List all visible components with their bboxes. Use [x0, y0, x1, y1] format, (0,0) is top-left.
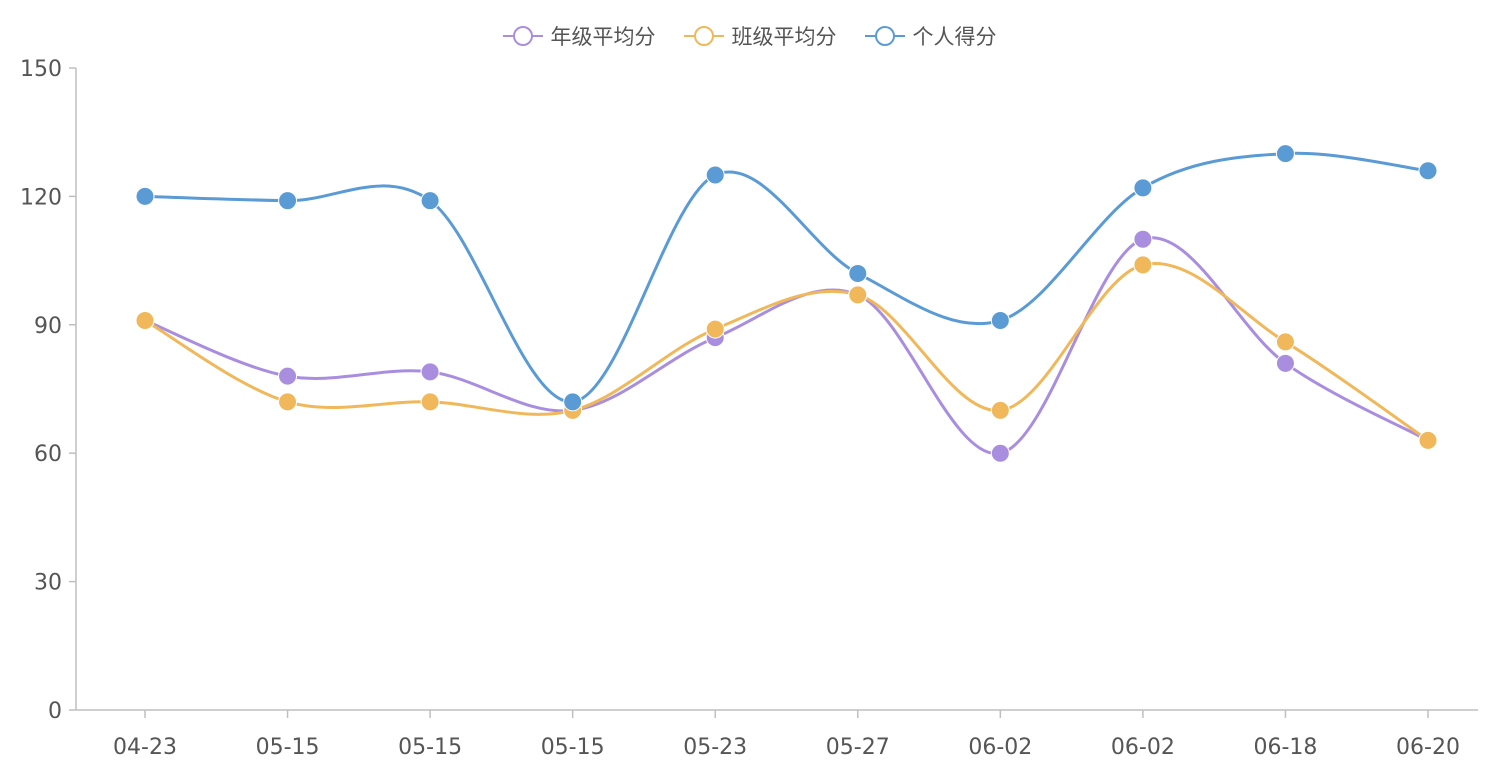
data-point-personal-score	[278, 191, 298, 211]
legend-marker-grade-average	[502, 26, 543, 46]
legend-marker-personal-score	[864, 26, 905, 46]
x-tick-label: 06-18	[1253, 735, 1317, 760]
data-point-grade-average	[1133, 229, 1153, 249]
data-point-class-average	[1418, 430, 1438, 450]
data-point-grade-average	[278, 366, 298, 386]
y-tick-label: 0	[48, 699, 62, 724]
data-point-personal-score	[135, 186, 155, 206]
data-point-class-average	[1133, 255, 1153, 275]
y-tick-label: 90	[34, 314, 62, 339]
y-tick-label: 60	[34, 442, 62, 467]
data-point-class-average	[278, 392, 298, 412]
series-line-grade-average	[143, 236, 1430, 455]
x-tick-label: 06-02	[1111, 735, 1175, 760]
series-line-class-average	[143, 261, 1430, 442]
legend-item-class-average: 班级平均分	[683, 21, 837, 51]
data-point-class-average	[420, 392, 440, 412]
legend-item-grade-average: 年级平均分	[502, 21, 656, 51]
data-point-personal-score	[990, 311, 1010, 331]
data-point-class-average	[705, 319, 725, 339]
x-tick-label: 05-27	[826, 735, 890, 760]
legend-item-personal-score: 个人得分	[864, 21, 997, 51]
data-point-personal-score	[1418, 161, 1438, 181]
x-tick-label: 05-23	[683, 735, 747, 760]
data-point-class-average	[1275, 332, 1295, 352]
legend-marker-class-average	[683, 26, 724, 46]
data-point-class-average	[135, 311, 155, 331]
legend-label-personal-score: 个人得分	[912, 25, 997, 49]
data-point-grade-average	[990, 443, 1010, 463]
y-tick-label: 150	[20, 57, 62, 82]
series-points	[135, 144, 1438, 463]
data-point-personal-score	[420, 191, 440, 211]
series-lines	[143, 151, 1430, 455]
data-point-grade-average	[420, 362, 440, 382]
data-point-personal-score	[1275, 144, 1295, 164]
x-tick-label: 06-20	[1396, 735, 1460, 760]
data-point-personal-score	[1133, 178, 1153, 198]
data-point-personal-score	[563, 392, 583, 412]
x-tick-label: 05-15	[398, 735, 462, 760]
series-line-personal-score	[143, 151, 1430, 404]
axes: 0 30 60 90 120 150 04-23 05-15 05-15 05-15 05-23 05…	[20, 57, 1478, 760]
legend: 年级平均分 班级平均分 个人得分	[0, 14, 1499, 58]
x-tick-label: 05-15	[541, 735, 605, 760]
data-point-class-average	[990, 400, 1010, 420]
y-tick-label: 30	[34, 571, 62, 596]
x-tick-label: 05-15	[256, 735, 320, 760]
data-point-grade-average	[1275, 353, 1295, 373]
x-tick-label: 06-02	[968, 735, 1032, 760]
x-tick-label: 04-23	[113, 735, 177, 760]
legend-label-class-average: 班级平均分	[731, 25, 837, 49]
data-point-personal-score	[848, 263, 868, 283]
data-point-personal-score	[705, 165, 725, 185]
data-point-class-average	[848, 285, 868, 305]
legend-label-grade-average: 年级平均分	[550, 25, 656, 49]
y-tick-label: 120	[20, 185, 62, 210]
